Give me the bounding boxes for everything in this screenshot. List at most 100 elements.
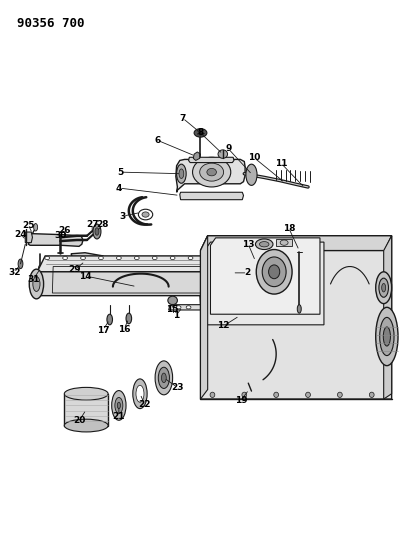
Ellipse shape [34,223,38,231]
Text: 14: 14 [79,271,92,280]
Ellipse shape [112,391,126,420]
Text: 28: 28 [97,220,109,229]
Bar [64,394,108,425]
Ellipse shape [194,128,207,137]
Bar [276,239,292,246]
Text: 6: 6 [154,136,161,145]
Text: 26: 26 [58,226,71,235]
Polygon shape [193,152,200,160]
Ellipse shape [117,402,120,409]
Ellipse shape [383,327,391,346]
Ellipse shape [133,379,147,409]
Ellipse shape [259,241,269,247]
Ellipse shape [255,239,273,249]
Ellipse shape [126,313,132,324]
Polygon shape [37,256,260,272]
Polygon shape [182,270,234,276]
Ellipse shape [186,306,191,309]
Text: 11: 11 [275,159,287,167]
Polygon shape [384,236,392,399]
Ellipse shape [207,168,217,176]
Ellipse shape [64,387,108,400]
Polygon shape [36,272,248,296]
Text: 12: 12 [217,321,230,330]
Text: 16: 16 [118,325,130,334]
Text: 25: 25 [22,221,35,230]
Text: 24: 24 [14,230,27,239]
Ellipse shape [155,361,172,395]
Ellipse shape [382,284,386,292]
Ellipse shape [200,163,224,181]
Polygon shape [200,285,217,305]
Polygon shape [188,157,234,163]
Ellipse shape [224,271,229,275]
Ellipse shape [142,212,149,217]
Ellipse shape [218,150,228,158]
Ellipse shape [262,257,286,287]
Ellipse shape [158,367,170,389]
Polygon shape [205,242,324,325]
Text: 4: 4 [115,183,122,192]
Text: 5: 5 [117,167,123,176]
Polygon shape [180,192,243,200]
Ellipse shape [99,256,103,260]
Text: 17: 17 [97,326,109,335]
Text: 32: 32 [8,268,20,277]
Ellipse shape [168,296,177,305]
Polygon shape [71,253,109,270]
Text: 9: 9 [225,144,231,154]
Ellipse shape [306,392,310,398]
Ellipse shape [179,169,184,179]
Text: 7: 7 [179,114,186,123]
Polygon shape [200,236,392,251]
Text: 1: 1 [173,311,179,320]
Ellipse shape [376,272,392,304]
Ellipse shape [380,317,394,356]
Ellipse shape [63,256,67,260]
Text: 19: 19 [235,395,247,405]
Ellipse shape [186,271,192,275]
Ellipse shape [115,398,123,414]
Text: 27: 27 [86,220,99,229]
Ellipse shape [93,224,101,239]
Ellipse shape [280,240,288,245]
Ellipse shape [95,228,99,235]
Polygon shape [200,236,392,399]
Ellipse shape [274,392,279,398]
Ellipse shape [204,281,213,288]
Text: 22: 22 [138,400,151,409]
Ellipse shape [246,164,257,185]
Ellipse shape [236,306,241,309]
Ellipse shape [297,305,301,313]
Ellipse shape [206,256,211,260]
Ellipse shape [45,256,50,260]
Polygon shape [200,236,208,399]
Ellipse shape [134,256,139,260]
Text: 31: 31 [27,274,39,284]
Polygon shape [25,232,32,243]
Ellipse shape [205,271,211,275]
Ellipse shape [224,256,229,260]
Polygon shape [211,238,320,314]
Ellipse shape [38,265,43,272]
Text: 20: 20 [73,416,86,425]
Text: 10: 10 [248,154,260,163]
Text: 13: 13 [242,240,255,249]
Ellipse shape [29,269,44,299]
Polygon shape [169,305,243,310]
Text: 23: 23 [171,383,184,392]
Text: 8: 8 [197,128,204,138]
Text: 21: 21 [113,411,125,421]
Ellipse shape [199,278,217,292]
Text: 2: 2 [244,268,251,277]
Ellipse shape [176,164,186,183]
Ellipse shape [210,392,215,398]
Ellipse shape [242,392,247,398]
Ellipse shape [376,308,398,366]
Ellipse shape [33,277,40,292]
Ellipse shape [256,249,292,294]
Ellipse shape [152,256,157,260]
Ellipse shape [192,157,231,187]
Ellipse shape [338,392,342,398]
Ellipse shape [242,256,247,260]
